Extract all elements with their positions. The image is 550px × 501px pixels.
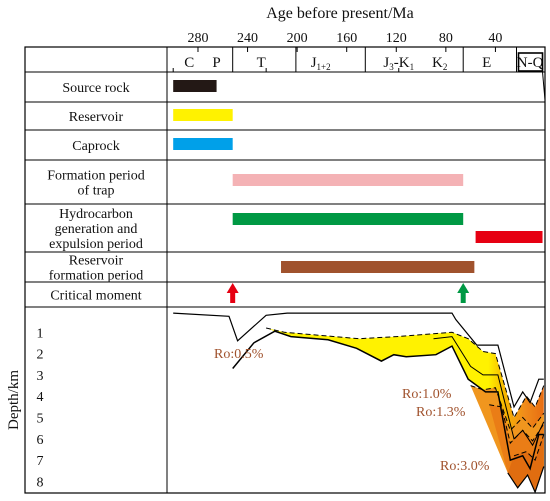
row-label-source-rock: Source rock <box>62 81 129 96</box>
age-tick-120: 120 <box>386 31 407 46</box>
period-t: T <box>257 55 266 71</box>
n-q-pointer <box>542 71 546 101</box>
chart-title: Age before present/Ma <box>266 5 414 22</box>
depth-tick-5: 5 <box>37 412 44 427</box>
age-tick-240: 240 <box>237 31 258 46</box>
depth-tick-4: 4 <box>37 390 44 405</box>
age-tick-200: 200 <box>287 31 308 46</box>
period-e: E <box>482 55 491 71</box>
age-axis: 280 240 200 160 120 80 40 <box>187 31 502 52</box>
bar-reservoir <box>173 109 233 121</box>
depth-tick-7: 7 <box>37 454 44 469</box>
lowest-burial-line <box>507 466 545 494</box>
row-label-formation-period-of-trap: Formation period of trap <box>47 169 145 199</box>
depth-axis: 1 2 3 4 5 6 7 8 Depth/km <box>6 326 44 490</box>
row-label-critical-moment: Critical moment <box>50 289 141 304</box>
n-q-box <box>517 52 544 72</box>
row-label-caprock: Caprock <box>72 139 119 154</box>
age-tick-160: 160 <box>336 31 357 46</box>
stratum-line <box>433 336 545 447</box>
critical-moment-arrows <box>226 283 470 303</box>
bar-hydrocarbon-generation-and-expulsion-period <box>232 213 464 225</box>
bar-source-rock <box>173 80 217 92</box>
depth-tick-2: 2 <box>37 348 44 363</box>
row-label-reservoir: Reservoir <box>69 110 124 125</box>
ro-label-ro-3-0: Ro:3.0% <box>440 459 490 474</box>
period-k2: K2 <box>432 55 447 72</box>
burial-base-line <box>232 330 544 471</box>
critical-moment-arrow <box>457 283 470 303</box>
period-j3-k1: J3-K1 <box>383 55 414 72</box>
burial-top-line <box>173 312 544 409</box>
ro-label-ro-1-0: Ro:1.0% <box>402 387 452 402</box>
ro-label-ro-0-5: Ro:0.5% <box>214 347 264 362</box>
period-row: C P T J1+2 J3-K1 K2 E N-Q <box>172 47 546 101</box>
ro30-isoline <box>513 434 545 462</box>
row-label-reservoir-formation-period: Reservoir formation period <box>49 254 143 284</box>
critical-moment-arrow <box>226 283 239 303</box>
bar-caprock <box>173 138 233 150</box>
age-tick-40: 40 <box>488 31 502 46</box>
event-bars <box>173 80 543 273</box>
age-tick-280: 280 <box>187 31 208 46</box>
period-c: C <box>184 55 194 71</box>
chart-title-group: Age before present/Ma <box>266 5 414 22</box>
depth-tick-8: 8 <box>37 475 44 490</box>
burial-history-plot: Ro:0.5% Ro:1.0% Ro:1.3% Ro:3.0% <box>173 312 545 494</box>
depth-tick-1: 1 <box>37 326 44 341</box>
bar-reservoir-formation-period <box>281 261 475 273</box>
maturity-fill <box>266 328 544 469</box>
period-p: P <box>212 55 220 71</box>
maturity-zone-ro30 <box>507 434 544 493</box>
period-n-q: N-Q <box>517 55 544 71</box>
depth-tick-3: 3 <box>37 369 44 384</box>
ro05-isoline <box>265 327 545 419</box>
outer-frame <box>24 46 546 494</box>
chart-frame <box>24 46 546 494</box>
depth-tick-6: 6 <box>37 433 44 448</box>
ro-label-ro-1-3: Ro:1.3% <box>416 405 466 420</box>
bar-formation-period-of-trap <box>232 174 464 186</box>
bar-hydrocarbon-generation-and-expulsion-period <box>475 231 543 243</box>
depth-axis-label: Depth/km <box>6 370 22 430</box>
row-label-hydrocarbon-generation-and-expulsion-period: Hydrocarbon generation and expulsion perio… <box>49 207 143 252</box>
age-tick-80: 80 <box>439 31 453 46</box>
period-j1-2: J1+2 <box>311 55 331 72</box>
row-labels: Source rock Reservoir Caprock Formation per… <box>47 81 145 304</box>
